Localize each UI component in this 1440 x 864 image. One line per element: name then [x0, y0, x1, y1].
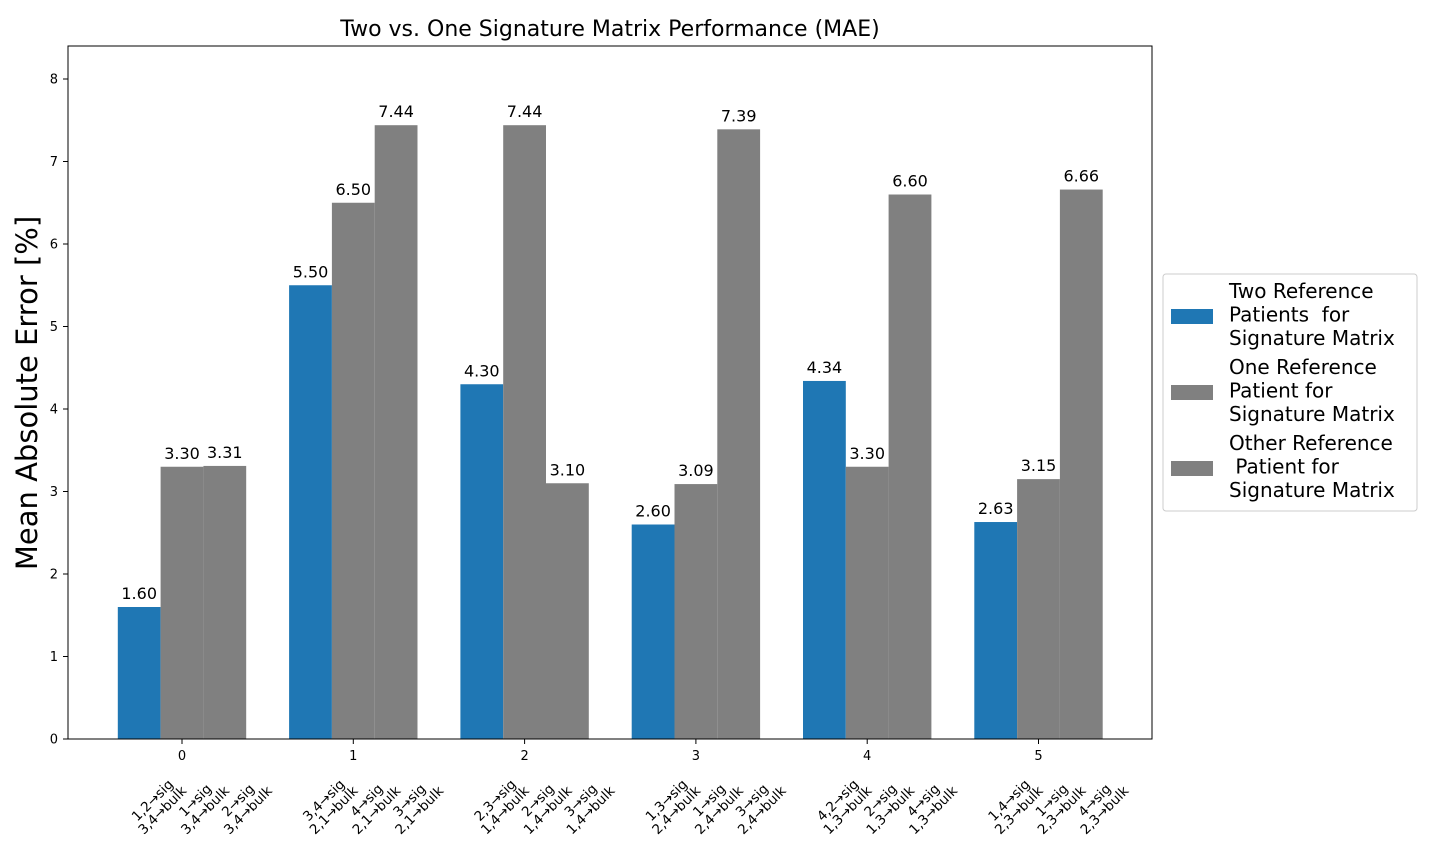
bar-value-label: 6.60 [892, 172, 928, 191]
bar-value-label: 3.31 [207, 443, 243, 462]
bar-value-label: 3.30 [164, 444, 200, 463]
bar [503, 125, 546, 739]
bar-value-label: 3.10 [550, 460, 586, 479]
bar-value-label: 6.66 [1063, 167, 1099, 186]
bar [631, 524, 675, 739]
bar [289, 285, 332, 739]
bar [674, 484, 718, 739]
plot-frame [67, 45, 1153, 740]
y-tick-label: 2 [50, 568, 58, 583]
bar [160, 466, 204, 739]
y-axis-label: Mean Absolute Error [%] [10, 216, 44, 570]
bar-value-label: 7.44 [378, 102, 414, 121]
bar [546, 483, 589, 739]
y-tick-label: 4 [50, 403, 58, 418]
bar [1059, 189, 1103, 740]
legend-label: Two Reference Patients for Signature Matri… [1228, 279, 1395, 350]
y-tick-label: 7 [50, 155, 58, 170]
legend-label: Other Reference Patient for Signature Mat… [1229, 431, 1395, 502]
legend: Two Reference Patients for Signature Matri… [1162, 273, 1418, 512]
bar [888, 194, 932, 739]
bar-value-label: 1.60 [121, 584, 157, 603]
x-tick-label: 2 [520, 749, 528, 764]
bar-value-label: 4.30 [464, 361, 500, 380]
bar [717, 129, 761, 739]
bar [374, 125, 418, 739]
x-tick-label: 3 [692, 749, 700, 764]
plot-area: 1.60 5.50 4.30 2.60 4.34 2.63 3.30 6.50 7.44 3.09… [50, 45, 1153, 838]
y-tick-label: 1 [50, 650, 58, 665]
bar-value-label: 6.50 [335, 180, 371, 199]
bar-value-label: 3.15 [1021, 456, 1057, 475]
y-tick-label: 8 [50, 73, 58, 88]
legend-box [1162, 273, 1418, 512]
bar [803, 380, 846, 739]
chart-title: Two vs. One Signature Matrix Performance… [339, 17, 879, 42]
bar-value-label: 5.50 [293, 262, 329, 281]
x-tick-label: 0 [178, 749, 186, 764]
y-tick-label: 6 [50, 238, 58, 253]
bar [117, 607, 161, 739]
bar-value-label: 2.60 [635, 502, 671, 521]
bar-value-label: 7.39 [721, 106, 757, 125]
x-tick-label: 5 [1034, 749, 1042, 764]
bar [203, 465, 247, 739]
bar [331, 202, 375, 739]
bar [1017, 479, 1060, 739]
y-tick-label: 3 [50, 485, 58, 500]
x-tick-label: 1 [349, 749, 357, 764]
bar-value-label: 3.09 [678, 461, 714, 480]
bar-value-label: 4.34 [807, 358, 843, 377]
bar-value-label: 2.63 [978, 499, 1014, 518]
legend-label: One Reference Patient for Signature Matrix [1229, 355, 1395, 426]
legend-swatch [1171, 309, 1213, 324]
bar [460, 384, 504, 739]
y-tick-label: 0 [50, 733, 58, 748]
y-tick-label: 5 [50, 320, 58, 335]
bar-value-label: 7.44 [507, 102, 543, 121]
bar-value-label: 3.30 [849, 444, 885, 463]
bar [845, 466, 889, 739]
bar [974, 522, 1018, 739]
legend-swatch [1171, 461, 1213, 476]
x-tick-label: 4 [863, 749, 871, 764]
legend-swatch [1171, 385, 1213, 400]
